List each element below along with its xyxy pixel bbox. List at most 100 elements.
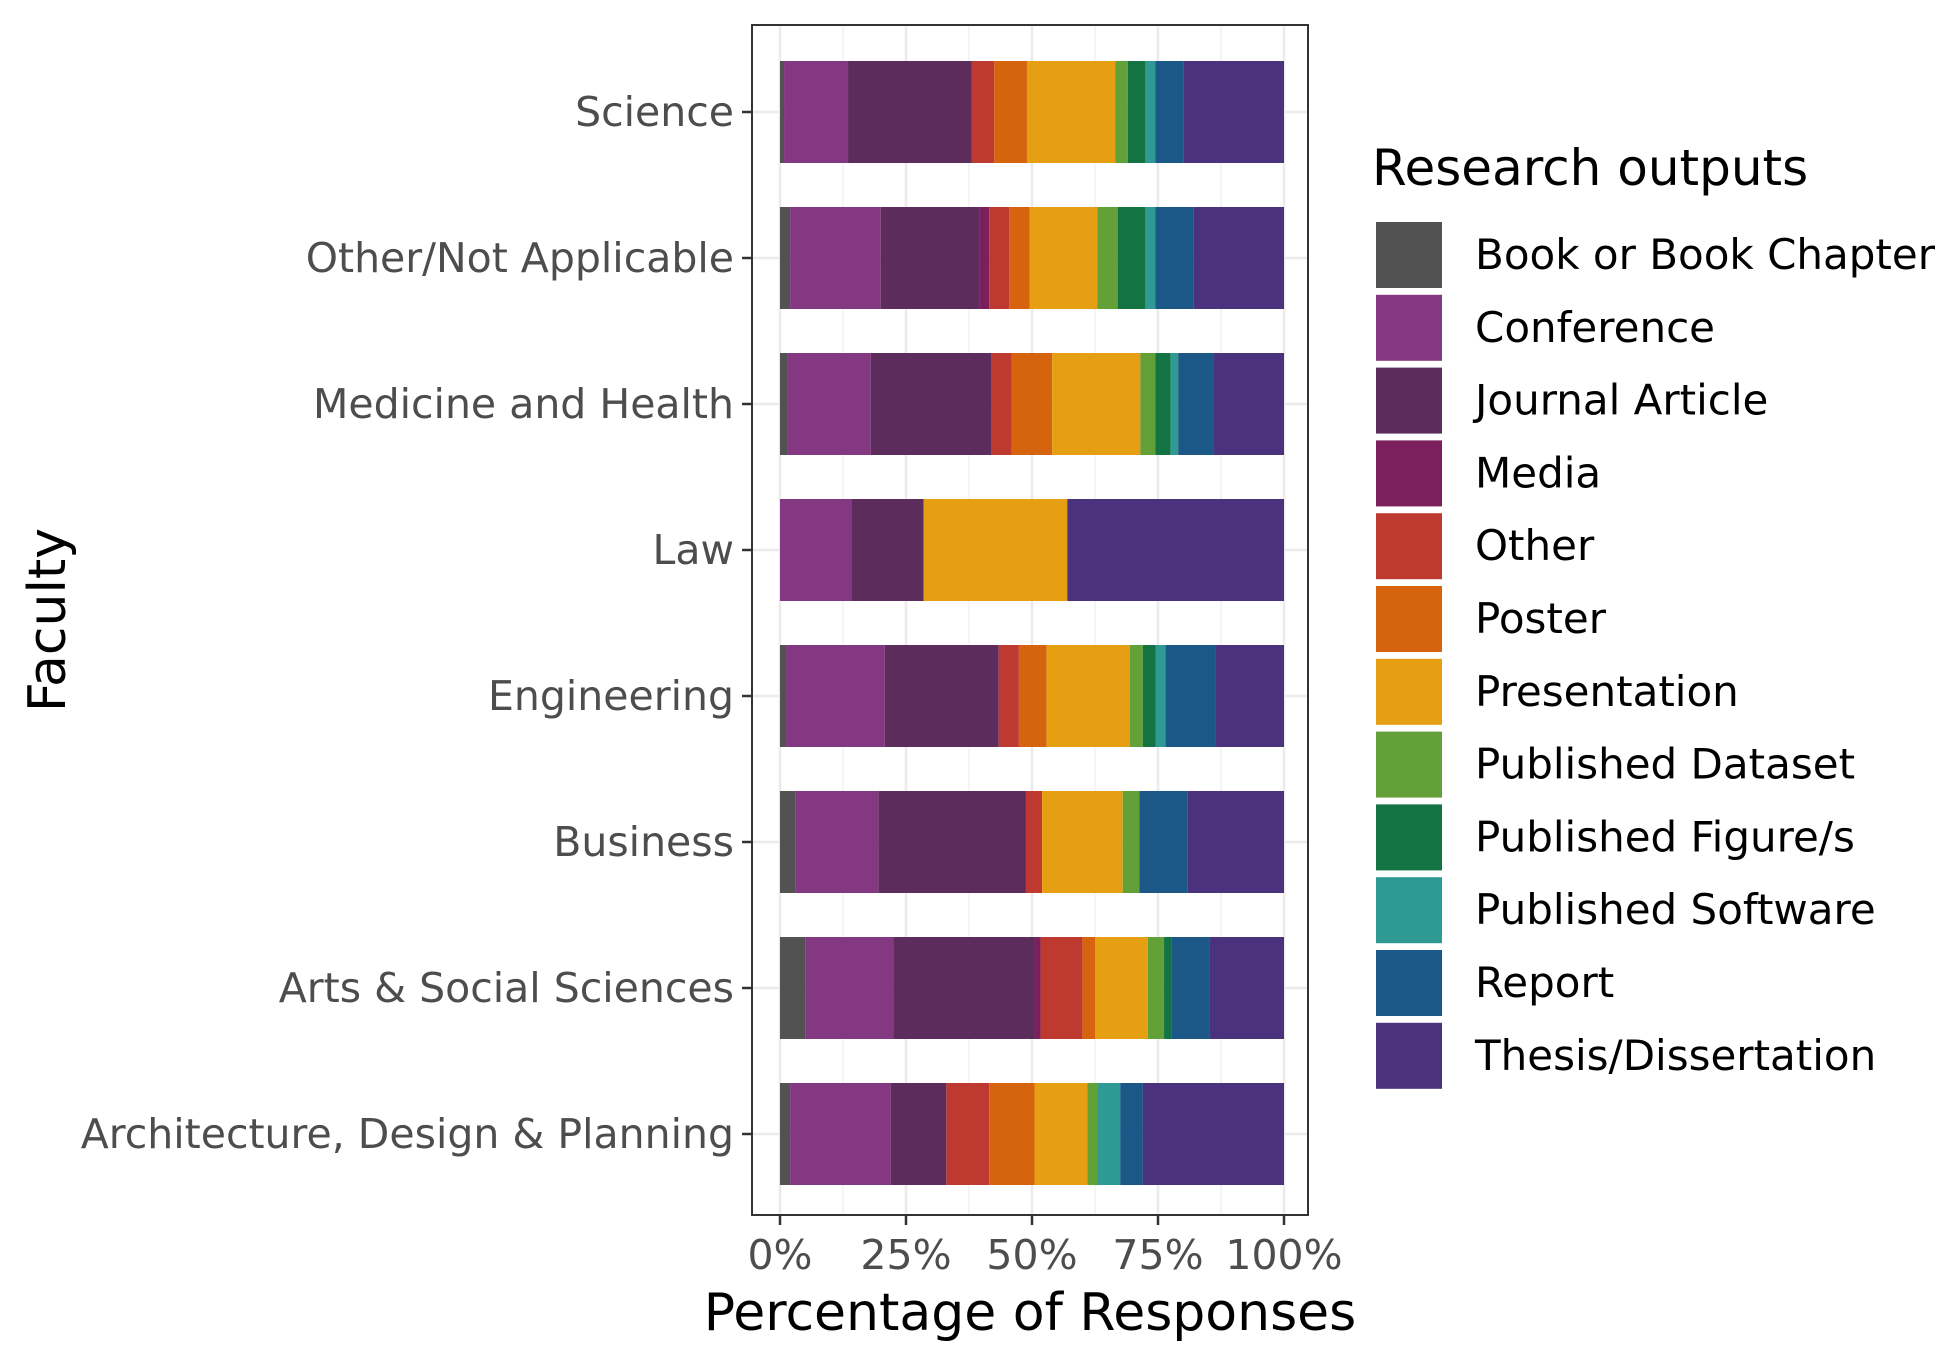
bar-segment xyxy=(998,645,1019,747)
bar-segment xyxy=(1142,645,1156,747)
bar-segment xyxy=(1082,937,1095,1039)
bar-segment xyxy=(1145,207,1156,309)
bar-segment xyxy=(890,1083,947,1185)
legend-label: Thesis/Dissertation xyxy=(1474,1031,1876,1080)
bar-segment xyxy=(1129,645,1143,747)
bar-segment xyxy=(1122,791,1140,893)
legend-key xyxy=(1376,1022,1442,1089)
legend-label: Published Figure/s xyxy=(1475,812,1855,861)
x-tick-label: 75% xyxy=(1112,1231,1203,1279)
legend-label: Published Dataset xyxy=(1475,740,1855,789)
y-axis-title: Faculty xyxy=(18,528,78,712)
bar-segment xyxy=(1067,499,1284,601)
legend-label: Published Software xyxy=(1475,885,1876,934)
bar-segment xyxy=(1155,61,1184,163)
bar-segment xyxy=(1155,645,1166,747)
y-tick-label: Architecture, Design & Planning xyxy=(81,1110,734,1158)
x-axis-title: Percentage of Responses xyxy=(704,1283,1357,1343)
bar-segment xyxy=(784,61,849,163)
bar-segment xyxy=(1213,353,1284,455)
bar-segment xyxy=(1165,645,1216,747)
y-tick-label: Business xyxy=(553,818,734,866)
bar-segment xyxy=(979,207,990,309)
bar-segment xyxy=(780,61,785,163)
bars xyxy=(780,61,1284,1185)
bar-segment xyxy=(1142,1083,1284,1185)
y-tick-label: Medicine and Health xyxy=(313,380,734,428)
legend-label: Report xyxy=(1475,958,1614,1007)
bar-segment xyxy=(1095,937,1148,1039)
legend-key xyxy=(1376,877,1442,944)
bar-segment xyxy=(1155,353,1171,455)
bar-segment xyxy=(1183,61,1284,163)
bar-segment xyxy=(971,61,995,163)
bar-segment xyxy=(1140,353,1156,455)
bar-segment xyxy=(1034,937,1041,1039)
bar-segment xyxy=(1139,791,1188,893)
bar-segment xyxy=(884,645,999,747)
legend-label: Presentation xyxy=(1475,667,1739,716)
bar-segment xyxy=(1115,61,1128,163)
bar-segment xyxy=(780,1083,791,1185)
bar-segment xyxy=(1187,791,1284,893)
bar-segment xyxy=(989,1083,1035,1185)
bar-segment xyxy=(1215,645,1284,747)
bar-segment xyxy=(1117,207,1146,309)
bar-segment xyxy=(790,1083,891,1185)
axes: Science Other/Not Applicable Medicine and … xyxy=(81,88,1343,1279)
bar-segment xyxy=(1011,353,1053,455)
x-tick-label: 25% xyxy=(860,1231,951,1279)
bar-segment xyxy=(1193,207,1284,309)
legend-key xyxy=(1376,658,1442,725)
legend-title: Research outputs xyxy=(1372,139,1808,197)
bar-segment xyxy=(870,353,992,455)
bar-segment xyxy=(946,1083,990,1185)
bar-segment xyxy=(1170,353,1179,455)
legend-label: Other xyxy=(1475,521,1595,570)
legend-key xyxy=(1376,294,1442,361)
bar-segment xyxy=(1145,61,1156,163)
legend-key xyxy=(1376,440,1442,507)
bar-segment xyxy=(1155,207,1194,309)
bar-segment xyxy=(780,645,787,747)
legend-label: Journal Article xyxy=(1472,376,1768,425)
bar-segment xyxy=(1171,937,1210,1039)
bar-segment xyxy=(1029,207,1098,309)
legend: Research outputs Book or Book Chapter Con… xyxy=(1372,139,1936,1089)
legend-key xyxy=(1376,367,1442,434)
bar-segment xyxy=(1097,207,1118,309)
bar-segment xyxy=(1040,937,1083,1039)
legend-label: Media xyxy=(1475,448,1601,497)
bar-segment xyxy=(1042,791,1123,893)
bar-segment xyxy=(989,207,1010,309)
bar-segment xyxy=(880,207,980,309)
bar-segment xyxy=(780,207,791,309)
bar-segment xyxy=(1025,791,1043,893)
bar-segment xyxy=(1052,353,1141,455)
bar-segment xyxy=(851,499,924,601)
bar-segment xyxy=(1120,1083,1143,1185)
bar-segment xyxy=(893,937,1035,1039)
bar-segment xyxy=(1127,61,1146,163)
x-tick-label: 0% xyxy=(747,1231,812,1279)
bar-segment xyxy=(787,353,871,455)
bar-segment xyxy=(780,353,788,455)
y-tick-label: Other/Not Applicable xyxy=(306,234,734,282)
bar-segment xyxy=(1178,353,1214,455)
bar-segment xyxy=(1097,1083,1121,1185)
y-tick-label: Engineering xyxy=(488,672,734,720)
bar-segment xyxy=(1018,645,1047,747)
panel-border xyxy=(751,24,1309,1216)
bar-segment xyxy=(991,353,1012,455)
bar-segment xyxy=(790,207,881,309)
y-tick-label: Arts & Social Sciences xyxy=(279,964,734,1012)
legend-key xyxy=(1376,731,1442,798)
bar-segment xyxy=(780,791,796,893)
bar-segment xyxy=(1209,937,1284,1039)
bar-segment xyxy=(1026,61,1116,163)
bar-segment xyxy=(780,499,852,601)
y-tick-label: Law xyxy=(653,526,735,574)
legend-key xyxy=(1376,222,1442,288)
bar-segment xyxy=(795,791,879,893)
